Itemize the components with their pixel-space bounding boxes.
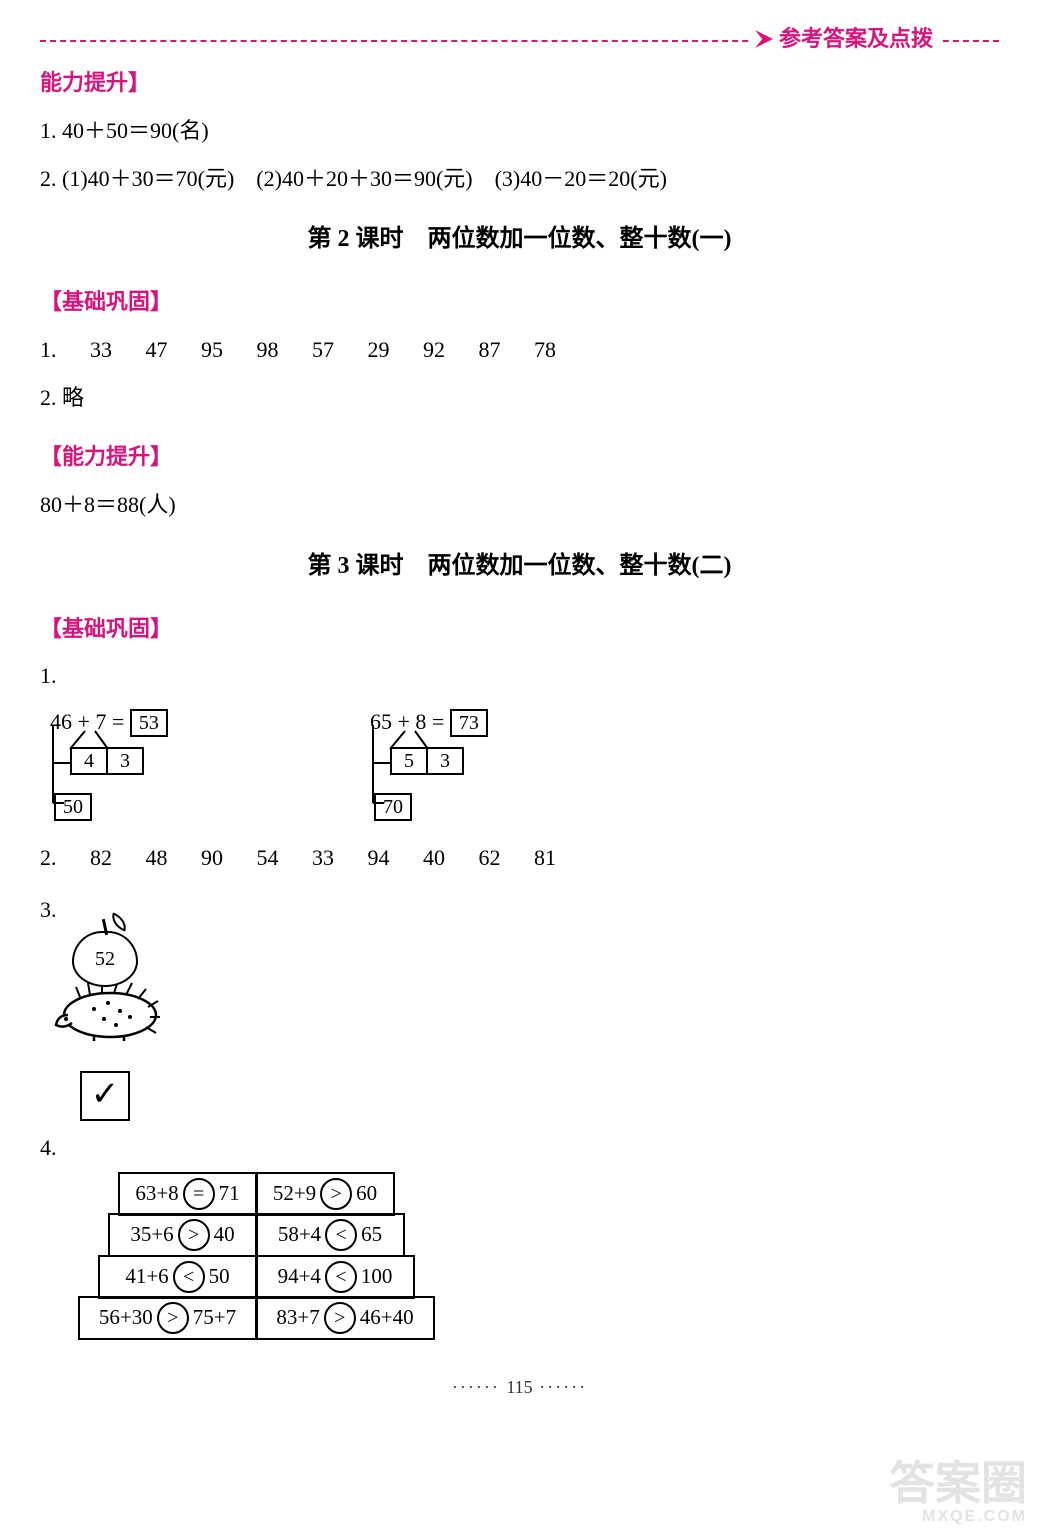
cmp-right: 75+7 xyxy=(193,1298,236,1338)
decomp2-a: 5 xyxy=(390,747,428,775)
s1-p1: 1. 40＋50＝90(名) xyxy=(40,110,999,152)
s1-p2: 2. (1)40＋30＝70(元) (2)40＋20＋30＝90(元) (3)4… xyxy=(40,158,999,200)
pyramid-cell: 58+4<65 xyxy=(255,1213,405,1257)
pyramid-cell: 35+6>40 xyxy=(108,1213,258,1257)
q2-n8: 81 xyxy=(534,837,556,879)
hedgehog-icon xyxy=(50,981,160,1041)
q3-label: 3. xyxy=(40,897,57,922)
cmp-op: < xyxy=(325,1261,357,1293)
q1-label: 1. xyxy=(40,663,57,688)
q2-n5: 94 xyxy=(368,837,390,879)
decomp2-sum: 70 xyxy=(374,793,412,821)
pyramid-cell: 94+4<100 xyxy=(255,1255,415,1299)
decomp1-a: 4 xyxy=(70,747,108,775)
cmp-left: 94+4 xyxy=(278,1257,321,1297)
check-icon: ✓ xyxy=(91,1063,120,1128)
q1-n2: 95 xyxy=(201,329,223,371)
pyramid-cell: 41+6<50 xyxy=(98,1255,258,1299)
q2-n1: 48 xyxy=(146,837,168,879)
q1-n6: 92 xyxy=(423,329,445,371)
lesson2-adv-label: 【能力提升】 xyxy=(40,436,999,478)
pyramid-cell: 83+7>46+40 xyxy=(255,1296,435,1340)
lesson3-basic-label: 【基础巩固】 xyxy=(40,608,999,650)
q2-n3: 54 xyxy=(257,837,279,879)
header-divider: 参考答案及点拨 xyxy=(40,40,999,42)
q2-n2: 90 xyxy=(201,837,223,879)
cmp-right: 46+40 xyxy=(360,1298,414,1338)
lesson3-title: 第 3 课时 两位数加一位数、整十数(二) xyxy=(40,544,999,590)
q1-n0: 33 xyxy=(90,329,112,371)
lesson2-title: 第 2 课时 两位数加一位数、整十数(一) xyxy=(40,217,999,263)
pyramid-cell: 52+9>60 xyxy=(255,1172,395,1216)
cmp-right: 50 xyxy=(209,1257,230,1297)
lesson2-adv-p: 80＋8＝88(人) xyxy=(40,484,999,526)
q1-n3: 98 xyxy=(257,329,279,371)
q4-label: 4. xyxy=(40,1135,57,1160)
watermark-big: 答案圈 xyxy=(889,1458,1027,1509)
q1-n1: 47 xyxy=(146,329,168,371)
cmp-right: 60 xyxy=(356,1174,377,1214)
decomp2-b: 3 xyxy=(426,747,464,775)
q1-n7: 87 xyxy=(479,329,501,371)
q3-value: 52 xyxy=(95,940,115,978)
lesson3-q2: 2. 82 48 90 54 33 94 40 62 81 xyxy=(40,837,999,879)
cmp-left: 56+30 xyxy=(99,1298,153,1338)
q2-n7: 62 xyxy=(479,837,501,879)
lesson3-q4: 4. 63+8=7152+9>6035+6>4058+4<6541+6<5094… xyxy=(40,1127,999,1341)
cmp-op: > xyxy=(178,1219,210,1251)
cmp-left: 58+4 xyxy=(278,1215,321,1255)
decomp1-b: 3 xyxy=(106,747,144,775)
section-ability-1: 能力提升】 xyxy=(40,62,999,104)
q2-n6: 40 xyxy=(423,837,445,879)
pyramid-row: 63+8=7152+9>60 xyxy=(120,1174,999,1216)
q1-n5: 29 xyxy=(368,329,390,371)
cmp-right: 65 xyxy=(361,1215,382,1255)
lesson3-q3: 3. 52 ✓ xyxy=(40,889,999,1121)
decomp1-sum: 50 xyxy=(54,793,92,821)
page-number: 115 xyxy=(40,1370,999,1404)
decomp-2: 65 + 8 = 73 5 3 70 xyxy=(360,701,600,831)
lesson2-q2: 2. 略 xyxy=(40,377,999,419)
q3-checkbox: ✓ xyxy=(80,1071,130,1121)
pyramid-cell: 63+8=71 xyxy=(118,1172,258,1216)
q1-n8: 78 xyxy=(534,329,556,371)
cmp-left: 63+8 xyxy=(135,1174,178,1214)
cmp-left: 52+9 xyxy=(273,1174,316,1214)
lesson2-basic-label: 【基础巩固】 xyxy=(40,281,999,323)
watermark: 答案圈 MXQE.COM xyxy=(889,1458,1027,1526)
lesson2-q1: 1. 33 47 95 98 57 29 92 87 78 xyxy=(40,329,999,371)
cmp-op: < xyxy=(325,1219,357,1251)
q2-n4: 33 xyxy=(312,837,334,879)
q1-label: 1. xyxy=(40,329,57,371)
cmp-left: 35+6 xyxy=(130,1215,173,1255)
pyramid-row: 35+6>4058+4<65 xyxy=(110,1216,999,1258)
cmp-left: 83+7 xyxy=(276,1298,319,1338)
q2-n0: 82 xyxy=(90,837,112,879)
cmp-op: = xyxy=(183,1178,215,1210)
cmp-right: 100 xyxy=(361,1257,393,1297)
q1-n4: 57 xyxy=(312,329,334,371)
pyramid-cell: 56+30>75+7 xyxy=(78,1296,258,1340)
watermark-small: MXQE.COM xyxy=(889,1508,1027,1526)
cmp-op: < xyxy=(173,1261,205,1293)
header-label: 参考答案及点拨 xyxy=(749,18,939,60)
pyramid-row: 41+6<5094+4<100 xyxy=(100,1257,999,1299)
cmp-right: 71 xyxy=(219,1174,240,1214)
apple-icon: 52 xyxy=(72,931,138,987)
cmp-left: 41+6 xyxy=(125,1257,168,1297)
q2-label: 2. xyxy=(40,837,57,879)
cmp-op: > xyxy=(157,1302,189,1334)
lesson3-q1: 1. 46 + 7 = 53 4 3 50 65 + 8 = 73 xyxy=(40,655,999,831)
pyramid-row: 56+30>75+783+7>46+40 xyxy=(80,1299,999,1341)
cmp-op: > xyxy=(320,1178,352,1210)
cmp-right: 40 xyxy=(214,1215,235,1255)
decomp-1: 46 + 7 = 53 4 3 50 xyxy=(40,701,280,831)
cmp-op: > xyxy=(324,1302,356,1334)
